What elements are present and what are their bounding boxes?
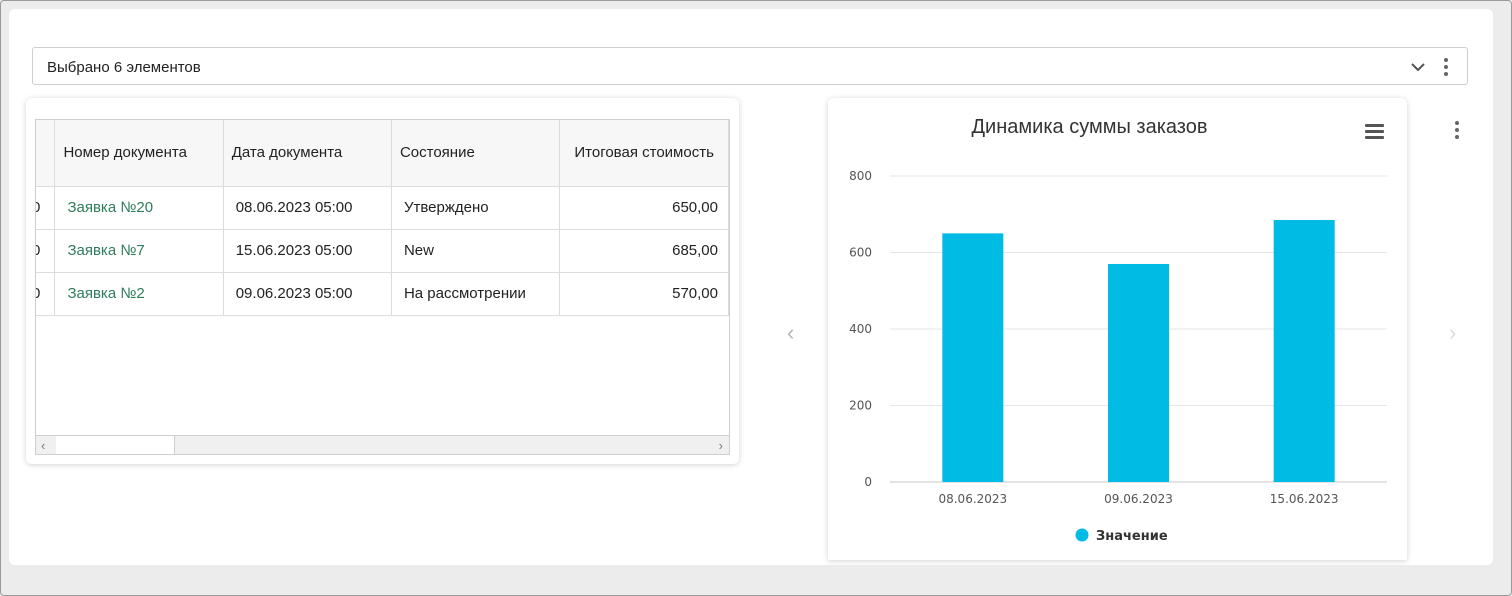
dashboard-card: Выбрано 6 элементов Номер документа Дата…	[9, 9, 1493, 565]
table-row[interactable]: 0 Заявка №7 15.06.2023 05:00 New 685,00	[36, 229, 729, 273]
bar	[1273, 219, 1335, 483]
documents-table-panel: Номер документа Дата документа Состояние…	[26, 98, 739, 464]
cell-document-number[interactable]: Заявка №7	[54, 229, 224, 273]
column-header-total[interactable]: Итоговая стоимость	[559, 120, 729, 187]
cell-total: 650,00	[559, 186, 729, 230]
cell-document-date: 15.06.2023 05:00	[223, 229, 392, 273]
document-link[interactable]: Заявка №7	[67, 242, 145, 259]
cell-document-date: 09.06.2023 05:00	[223, 272, 392, 316]
documents-grid: Номер документа Дата документа Состояние…	[35, 119, 730, 455]
table-row[interactable]: 0 Заявка №20 08.06.2023 05:00 Утверждено…	[36, 186, 729, 230]
table-header-row: Номер документа Дата документа Состояние…	[36, 120, 729, 187]
x-tick-label: 08.06.2023	[938, 492, 1007, 506]
bar-chart: 0 200 400 600 800 08.06.2023 09.06.2023 15.06.2…	[849, 169, 1387, 544]
bar	[1108, 263, 1169, 482]
cell-total: 570,00	[559, 272, 729, 316]
chart-more-icon[interactable]	[1455, 121, 1461, 142]
y-tick-label: 600	[849, 246, 872, 260]
column-header-status[interactable]: Состояние	[391, 120, 561, 187]
cell-status: На рассмотрении	[391, 272, 561, 316]
hamburger-menu-icon[interactable]	[1365, 124, 1384, 142]
cell-document-number[interactable]: Заявка №20	[54, 186, 224, 230]
x-tick-label: 09.06.2023	[1104, 492, 1173, 506]
scroll-left-icon[interactable]: ‹	[41, 438, 46, 453]
y-tick-label: 0	[864, 475, 872, 489]
chevron-down-icon[interactable]	[1409, 58, 1427, 76]
cell-status: Утверждено	[391, 186, 561, 230]
cell-hidden: 0	[36, 229, 56, 273]
cell-total: 685,00	[559, 229, 729, 273]
y-tick-label: 800	[849, 169, 872, 183]
y-tick-label: 400	[849, 322, 872, 336]
chart-title: Динамика суммы заказов	[971, 116, 1208, 138]
legend-label: Значение	[1096, 529, 1168, 544]
cell-hidden: 0	[36, 272, 56, 316]
x-tick-label: 15.06.2023	[1270, 492, 1339, 506]
bar	[942, 233, 1004, 482]
cell-hidden: 0	[36, 186, 56, 230]
select-more-icon[interactable]	[1444, 58, 1450, 79]
cell-status: New	[391, 229, 561, 273]
column-header-number[interactable]: Номер документа	[54, 120, 224, 187]
document-link[interactable]: Заявка №2	[67, 285, 145, 302]
table-row[interactable]: 0 Заявка №2 09.06.2023 05:00 На рассмотр…	[36, 272, 729, 316]
select-value: Выбрано 6 элементов	[47, 59, 201, 76]
chevron-left-icon[interactable]: ‹	[787, 320, 795, 345]
y-tick-label: 200	[849, 399, 872, 413]
horizontal-scrollbar[interactable]: ‹ ›	[36, 435, 729, 454]
document-link[interactable]: Заявка №20	[67, 199, 154, 216]
column-header-date[interactable]: Дата документа	[223, 120, 392, 187]
documents-table: Номер документа Дата документа Состояние…	[36, 120, 729, 316]
legend-marker	[1075, 528, 1089, 542]
multi-select-dropdown[interactable]: Выбрано 6 элементов	[32, 47, 1468, 85]
column-header-hidden[interactable]	[36, 120, 56, 187]
scroll-right-icon[interactable]: ›	[718, 438, 723, 453]
cell-document-number[interactable]: Заявка №2	[54, 272, 224, 316]
orders-chart-panel: Динамика суммы заказов 0 200 400 600 800 08.0…	[828, 98, 1407, 560]
scrollbar-thumb[interactable]	[56, 436, 175, 454]
cell-document-date: 08.06.2023 05:00	[223, 186, 392, 230]
chevron-right-icon[interactable]: ›	[1449, 320, 1457, 345]
